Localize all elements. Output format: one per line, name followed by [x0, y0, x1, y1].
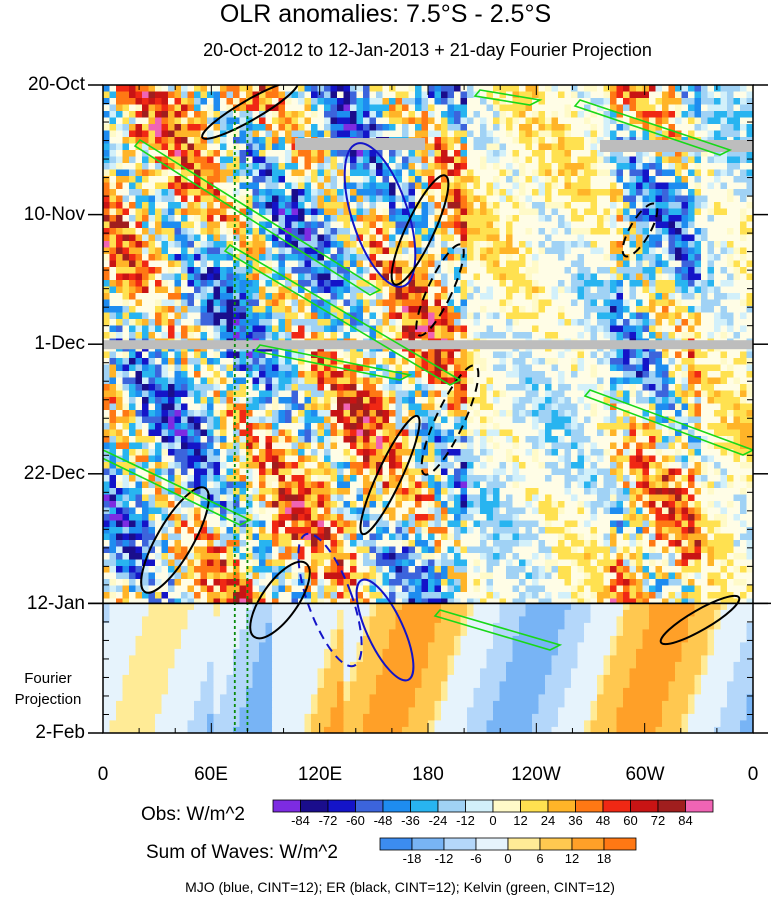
- obs-colorbar-swatch: [602, 799, 631, 813]
- y-tick-label: 10-Nov: [23, 204, 85, 225]
- wave-contours: [103, 85, 753, 682]
- obs-colorbar-swatch: [355, 799, 384, 813]
- obs-colorbar-label: 24: [540, 813, 556, 828]
- er-contour: [140, 486, 210, 594]
- obs-colorbar-swatch: [465, 799, 494, 813]
- obs-colorbar-label: 60: [623, 813, 638, 828]
- sow-colorbar-label: 6: [536, 851, 544, 866]
- obs-colorbar-label: 12: [513, 813, 528, 828]
- x-tick-label: 0: [747, 764, 759, 785]
- legend-footer: MJO (blue, CINT=12); ER (black, CINT=12)…: [185, 879, 615, 895]
- kelvin-contour: [473, 89, 543, 106]
- obs-colorbar-label: -72: [318, 813, 338, 828]
- sow-colorbar-swatch: [603, 837, 637, 851]
- olr-anomaly-field: [103, 85, 753, 733]
- sow-colorbar-label: -18: [402, 851, 422, 866]
- obs-colorbar-label: 0: [489, 813, 497, 828]
- kelvin-contour: [583, 389, 753, 456]
- sow-colorbar-label: 12: [564, 851, 580, 866]
- obs-colorbar-swatch: [547, 799, 576, 813]
- y-tick-label: 12-Jan: [26, 593, 85, 614]
- y-tick-label: 2-Feb: [35, 722, 85, 743]
- sow-colorbar-title: Sum of Waves: W/m^2: [146, 842, 338, 863]
- sow-colorbar-swatch: [411, 837, 445, 851]
- x-tick-label: 60W: [625, 764, 665, 785]
- chart-title: OLR anomalies: 7.5°S - 2.5°S: [219, 0, 552, 28]
- obs-colorbar-swatch: [327, 799, 356, 813]
- mjo-contour: [343, 142, 417, 288]
- axis-ticks: [88, 84, 768, 734]
- obs-colorbar-swatch: [492, 799, 521, 813]
- y-tick-label: 20-Oct: [27, 74, 85, 95]
- kelvin-contour: [573, 99, 733, 156]
- obs-colorbar-label: 84: [678, 813, 693, 828]
- er-contour: [249, 560, 311, 640]
- obs-colorbar-label: 48: [595, 813, 611, 828]
- obs-colorbar-label: -36: [401, 813, 420, 828]
- projection-label: Fourier Projection: [14, 670, 82, 708]
- x-tick-label: 60E: [194, 764, 228, 785]
- kelvin-contour: [133, 138, 382, 296]
- obs-colorbar-label: 36: [568, 813, 583, 828]
- obs-colorbar-swatch: [575, 799, 604, 813]
- sow-colorbar-label: -6: [470, 851, 482, 866]
- chart-subtitle: 20-Oct-2012 to 12-Jan-2013 + 21-day Four…: [203, 40, 652, 60]
- kelvin-contour: [253, 344, 413, 381]
- obs-colorbar-title: Obs: W/m^2: [141, 804, 245, 825]
- obs-colorbar-swatch: [685, 799, 714, 813]
- obs-colorbar-label: -48: [373, 813, 393, 828]
- obs-colorbar-swatch: [630, 799, 659, 813]
- obs-colorbar-swatch: [657, 799, 686, 813]
- obs-colorbar-swatch: [272, 799, 301, 813]
- sow-colorbar-label: 0: [504, 851, 512, 866]
- er-contour: [390, 174, 450, 286]
- sow-colorbar-swatch: [379, 837, 413, 851]
- mjo-contour: [297, 532, 363, 668]
- obs-colorbar-label: -24: [428, 813, 448, 828]
- er-contour: [359, 414, 421, 536]
- x-tick-label: 120E: [297, 764, 343, 785]
- obs-colorbar-label: 72: [650, 813, 666, 828]
- sow-colorbar-swatch: [507, 837, 541, 851]
- kelvin-contour: [223, 243, 462, 386]
- er-contour: [659, 594, 741, 646]
- er-contour: [201, 85, 299, 140]
- sow-colorbar-swatch: [571, 837, 605, 851]
- obs-colorbar-label: -12: [456, 813, 475, 828]
- y-tick-label: 1-Dec: [34, 333, 85, 354]
- kelvin-contour: [433, 609, 563, 651]
- obs-colorbar-swatch: [410, 799, 439, 813]
- er-contour: [420, 364, 480, 476]
- sow-colorbar-swatch: [443, 837, 477, 851]
- obs-colorbar-swatch: [382, 799, 411, 813]
- y-tick-label: 22-Dec: [23, 463, 85, 484]
- obs-colorbar-swatch: [437, 799, 466, 813]
- sow-colorbar-swatch: [539, 837, 573, 851]
- obs-colorbar-swatch: [520, 799, 549, 813]
- obs-colorbar-label: -60: [346, 813, 365, 828]
- sow-colorbar-swatch: [475, 837, 509, 851]
- obs-colorbar-label: -84: [291, 813, 310, 828]
- colorbars: [272, 799, 714, 851]
- sow-colorbar-label: -12: [434, 851, 454, 866]
- kelvin-contour: [103, 449, 252, 526]
- obs-colorbar-swatch: [300, 799, 329, 813]
- sow-colorbar-label: 18: [596, 851, 612, 866]
- x-tick-label: 180: [412, 764, 444, 785]
- mjo-contour: [355, 578, 415, 682]
- er-contour: [415, 243, 465, 337]
- x-tick-label: 0: [97, 764, 109, 785]
- x-tick-label: 120W: [511, 764, 561, 785]
